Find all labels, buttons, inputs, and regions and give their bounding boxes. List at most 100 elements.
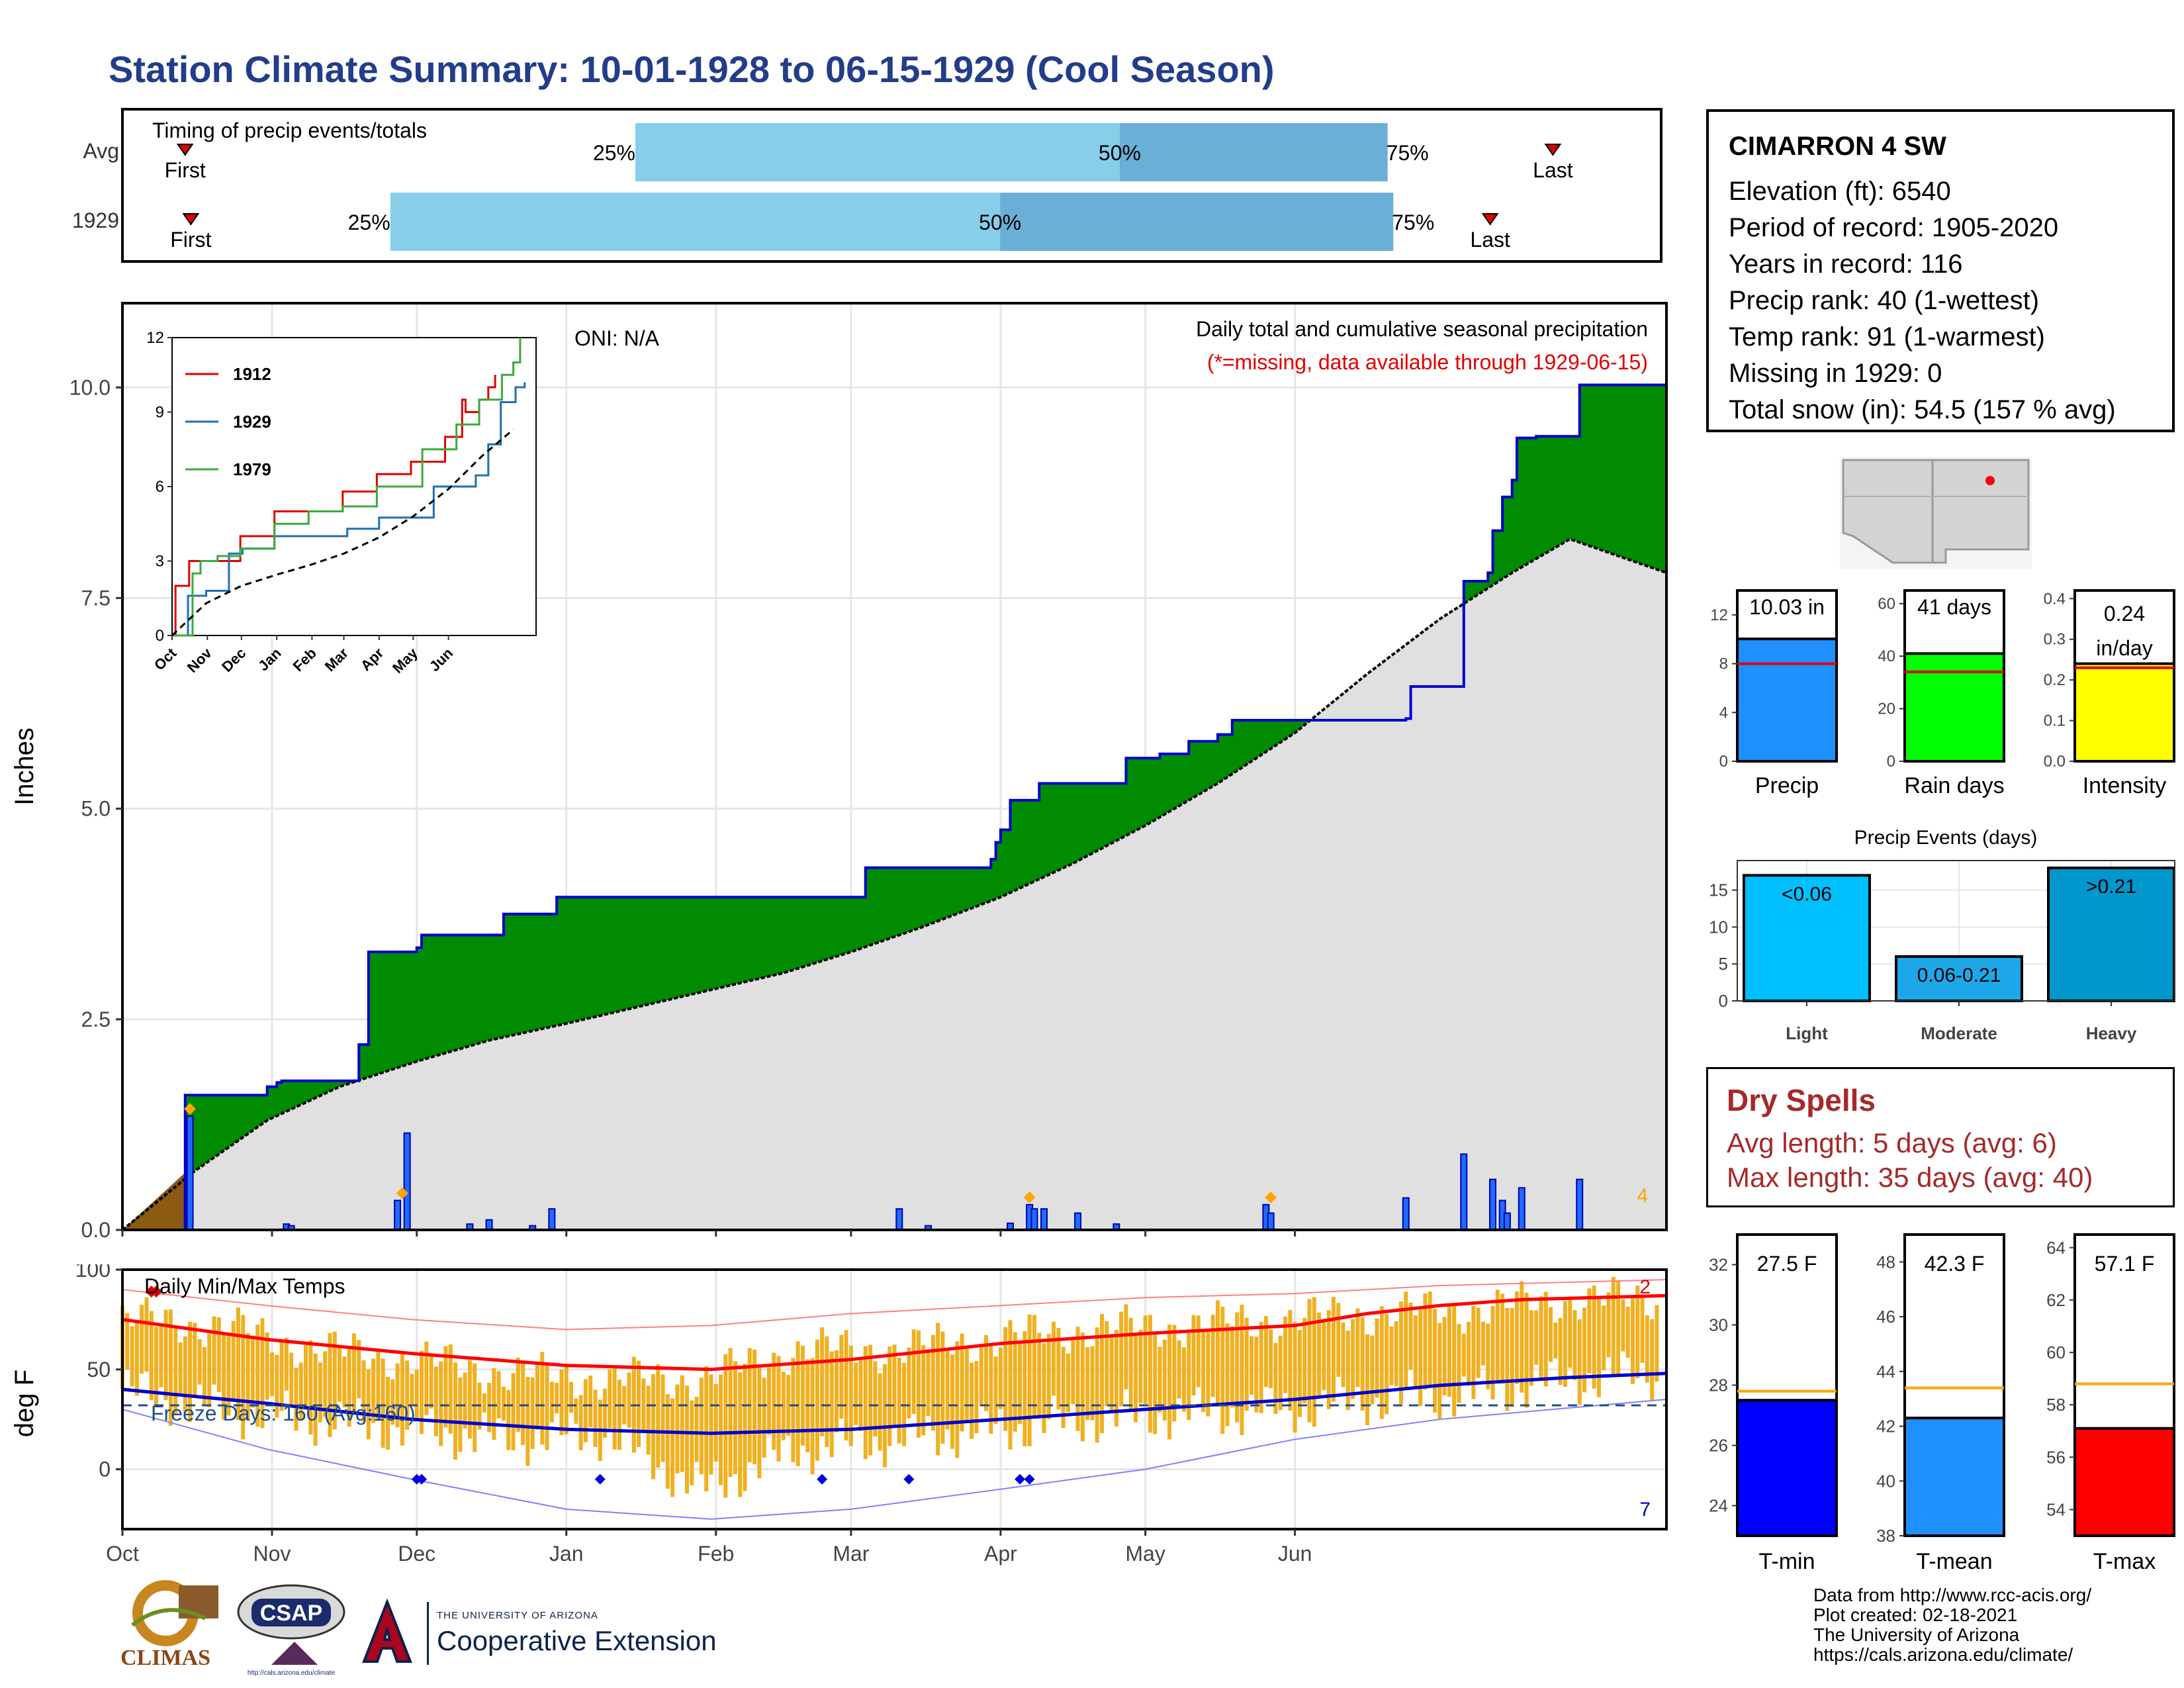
daily-temp-range [1008, 1320, 1013, 1450]
timing-p25-label: 25% [348, 211, 390, 234]
precip-ytick-label: 10.0 [69, 375, 111, 399]
daily-temp-range [603, 1388, 608, 1438]
daily-temp-range [197, 1339, 202, 1385]
tmax-average-line [122, 1293, 1667, 1372]
station-total-snow: Total snow (in): 54.5 (157 % avg) [1729, 395, 2116, 424]
intensity-ytick-label: 0.1 [2044, 712, 2066, 730]
daily-temp-range [516, 1357, 520, 1432]
daily-temp-range [728, 1348, 733, 1477]
daily-temp-range [212, 1316, 216, 1385]
csap-text: CSAP [260, 1601, 322, 1626]
daily-temp-range [690, 1400, 694, 1485]
daily-temp-range [395, 1363, 400, 1428]
ua-divider [427, 1602, 429, 1665]
daily-temp-range [1075, 1327, 1080, 1431]
daily-temp-range [433, 1366, 438, 1436]
daily-temp-range [1655, 1305, 1659, 1382]
daily-temp-range [188, 1321, 193, 1423]
inset-ytick-label: 0 [156, 627, 164, 645]
inset-chart: 0 3 6 9 12 Oct Nov Dec Jan Feb Mar Apr May Jun 1912 192… [146, 329, 537, 677]
month-label: Oct [106, 1542, 139, 1566]
daily-temp-range [1490, 1305, 1495, 1400]
daily-temp-range [342, 1356, 347, 1408]
daily-temp-range [1240, 1304, 1244, 1436]
record-high-marker [150, 1286, 163, 1298]
daily-temp-range [414, 1370, 419, 1420]
daily-temp-range [993, 1356, 998, 1424]
precip-events-bar-heavy [2047, 867, 2175, 1002]
daily-temp-range [1293, 1321, 1297, 1433]
precip-label: Precip [1755, 773, 1819, 798]
precip-chart-subtitle: (*=missing, data available through 1929-… [1207, 350, 1648, 374]
daily-temp-range [1254, 1336, 1259, 1413]
daily-temp-range [1418, 1309, 1423, 1406]
daily-temp-range [381, 1358, 385, 1448]
daily-temp-range [357, 1340, 361, 1399]
daily-temp-range [578, 1395, 583, 1450]
tmean-ytick-label: 44 [1876, 1362, 1895, 1382]
daily-temp-range [1071, 1340, 1075, 1405]
daily-temp-range [656, 1364, 660, 1468]
daily-temp-range [154, 1327, 159, 1405]
daily-temp-range [163, 1309, 168, 1400]
tmax-ytick-label: 56 [2046, 1447, 2066, 1467]
daily-temp-range [1018, 1341, 1023, 1425]
daily-temp-range [1635, 1285, 1640, 1379]
daily-temp-range [1437, 1323, 1442, 1419]
daily-temp-range [1568, 1296, 1572, 1368]
daily-temp-range [680, 1375, 684, 1472]
month-label: Mar [833, 1542, 869, 1566]
precip-events-ytick-label: 5 [1719, 954, 1728, 974]
daily-temp-range [492, 1368, 496, 1440]
station-temp-rank: Temp rank: 91 (1-warmest) [1729, 322, 2045, 352]
daily-temp-range [1080, 1333, 1085, 1442]
daily-temp-range [1640, 1295, 1645, 1363]
daily-temp-range [1187, 1333, 1191, 1421]
map-states [1842, 459, 2030, 564]
daily-temp-range [1023, 1331, 1027, 1446]
daily-precip-bar [485, 1219, 493, 1231]
page-title: Station Climate Summary: 10-01-1928 to 0… [109, 48, 1275, 90]
daily-temp-range [974, 1361, 979, 1434]
tmax-value-text: 57.1 F [2095, 1252, 2155, 1276]
daily-temp-range [1587, 1288, 1592, 1374]
daily-precip-bar [1518, 1187, 1525, 1231]
daily-temp-range [1196, 1315, 1201, 1387]
daily-temp-range [467, 1360, 472, 1439]
daily-temp-range [931, 1335, 935, 1431]
daily-temp-range [405, 1360, 410, 1430]
daily-temp-range [1230, 1326, 1234, 1408]
daily-temp-range [525, 1377, 530, 1466]
daily-temp-range [1592, 1286, 1596, 1389]
daily-temp-range [641, 1378, 646, 1432]
tmax-ytick-label: 60 [2046, 1342, 2066, 1362]
month-label: Feb [698, 1542, 734, 1566]
daily-temp-range [1625, 1306, 1630, 1358]
daily-temp-range [810, 1358, 815, 1475]
month-label: Jan [549, 1542, 584, 1566]
daily-temp-range [1143, 1315, 1148, 1405]
daily-temp-range [887, 1346, 892, 1446]
timing-p75-label: 75% [1387, 141, 1429, 165]
daily-temp-range [665, 1394, 670, 1489]
daily-temp-range [1085, 1347, 1090, 1421]
daily-temp-range [1128, 1317, 1133, 1411]
record-low-marker [817, 1474, 828, 1485]
daily-temp-range [1259, 1322, 1263, 1413]
timing-bar-25-50 [635, 123, 1120, 181]
daily-temp-range [627, 1372, 631, 1428]
daily-temp-range [260, 1318, 265, 1429]
record-low-marker [1024, 1474, 1035, 1485]
daily-temp-range [1331, 1297, 1336, 1402]
inset-legend-label-1979: 1979 [233, 459, 271, 479]
daily-temp-range [1302, 1317, 1307, 1403]
snow-marker [1265, 1191, 1277, 1203]
daily-temp-range [815, 1339, 819, 1461]
daily-temp-range [366, 1369, 371, 1440]
cumulative-line [122, 383, 1666, 1231]
daily-temp-range [848, 1345, 853, 1446]
daily-temp-range [289, 1352, 294, 1407]
daily-temp-range [1553, 1322, 1558, 1359]
timing-label: Timing of precip events/totals [152, 118, 427, 142]
daily-temp-range [984, 1335, 989, 1411]
